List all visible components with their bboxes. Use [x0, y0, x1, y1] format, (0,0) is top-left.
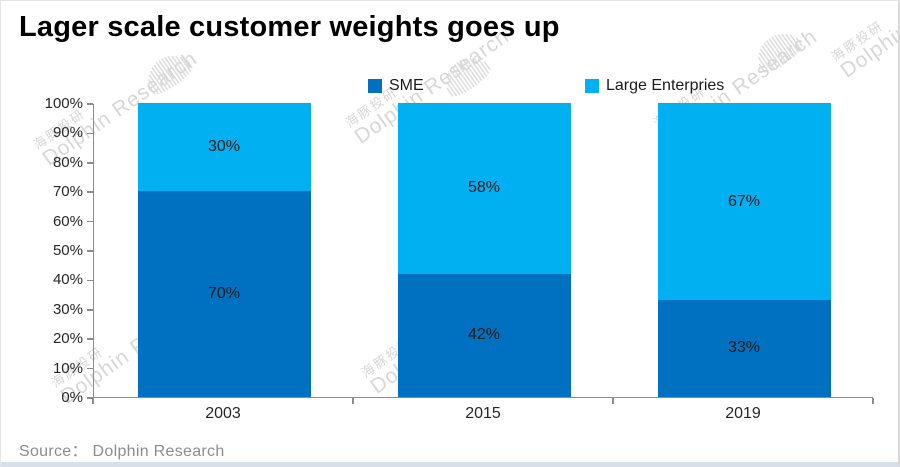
bar-2015: 42% 58% — [397, 103, 571, 397]
bar-2019: 33% 67% — [657, 103, 831, 397]
bar-segment-sme: 70% — [137, 191, 311, 397]
legend-item-large-enterprises: Large Enterpries — [585, 77, 724, 95]
bar-segment-large-enterpries: 67% — [657, 103, 831, 300]
x-category-label: 2003 — [205, 405, 241, 422]
y-tick-label: 100% — [44, 95, 83, 112]
y-tick-label: 40% — [52, 271, 83, 289]
y-axis-tick — [87, 397, 93, 399]
y-tick-label: 20% — [52, 330, 83, 348]
y-tick-label: 70% — [52, 183, 83, 201]
y-axis-tick — [87, 250, 93, 252]
legend-label-large-enterprises: Large Enterpries — [606, 77, 725, 94]
bar-value-label: 58% — [467, 179, 501, 197]
y-tick-label: 10% — [52, 359, 83, 377]
y-axis-tick — [87, 103, 93, 105]
y-axis-tick — [87, 162, 93, 164]
legend-swatch-sme-icon — [368, 79, 382, 93]
x-axis-tick — [92, 398, 94, 404]
y-tick-label: 60% — [52, 212, 83, 230]
x-axis-tick — [872, 398, 874, 404]
x-axis-tick — [352, 398, 354, 404]
y-tick-label: 90% — [52, 124, 83, 142]
legend-swatch-large-enterprises-icon — [585, 79, 599, 93]
bar-segment-sme: 42% — [397, 273, 571, 397]
y-tick-label: 50% — [52, 242, 83, 259]
chart-title: Lager scale customer weights goes up — [19, 11, 560, 43]
y-axis-tick — [87, 132, 93, 135]
bar-value-label: 70% — [207, 285, 241, 303]
y-axis-tick — [87, 338, 93, 340]
y-tick-label: 80% — [52, 153, 83, 171]
y-axis-tick — [87, 191, 93, 193]
x-category-label: 2019 — [725, 405, 761, 422]
source-note: Source： Dolphin Research — [19, 443, 225, 460]
legend-label-sme: SME — [389, 77, 424, 94]
y-axis-tick — [87, 220, 93, 223]
x-category-label: 2015 — [465, 405, 501, 422]
bar-segment-large-enterpries: 30% — [137, 103, 311, 192]
bar-segment-sme: 33% — [657, 299, 831, 397]
x-axis-tick — [612, 398, 614, 404]
y-axis-tick — [87, 279, 93, 282]
bar-value-label: 30% — [207, 138, 241, 156]
bar-2003: 70% 30% — [137, 103, 311, 397]
legend-item-sme: SME — [368, 77, 424, 95]
y-tick-label: 30% — [52, 300, 83, 318]
watermark-burst-icon — [740, 14, 819, 93]
bar-value-label: 33% — [727, 339, 761, 357]
bar-value-label: 67% — [727, 192, 761, 210]
y-tick-label: 0% — [61, 389, 83, 406]
y-axis-tick — [87, 309, 93, 311]
y-axis-tick — [87, 367, 93, 370]
plot-area: 70% 30% 42% 58% 33% 67% — [93, 103, 873, 398]
bar-segment-large-enterpries: 58% — [397, 103, 571, 274]
bar-value-label: 42% — [467, 326, 501, 344]
